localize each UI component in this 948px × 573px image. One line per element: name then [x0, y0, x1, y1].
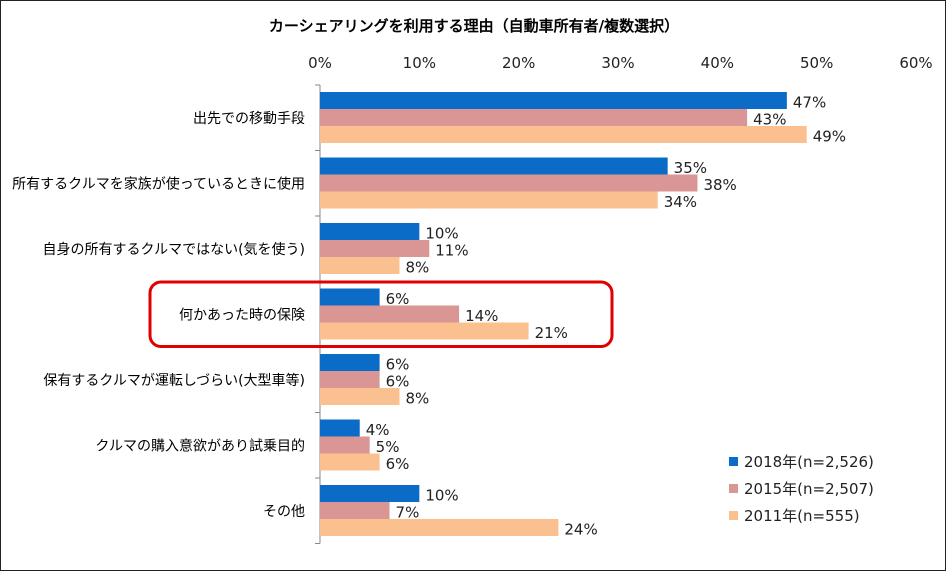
- data-label: 47%: [793, 94, 826, 112]
- category-label: クルマの購入意欲があり試乗目的: [95, 437, 305, 454]
- data-label: 43%: [753, 111, 786, 129]
- bar: [320, 354, 380, 371]
- data-label: 34%: [664, 193, 697, 211]
- bar: [320, 436, 370, 454]
- x-axis-ticks: 0% 10% 20% 30% 40% 50% 60%: [308, 54, 933, 72]
- bar: [320, 92, 787, 109]
- bar: [320, 502, 390, 519]
- data-label: 14%: [465, 307, 498, 325]
- data-label: 6%: [386, 455, 410, 473]
- legend-swatch: [729, 457, 738, 466]
- bar: [320, 126, 807, 143]
- category-label: 保有するクルマが運転しづらい(大型車等): [43, 372, 305, 389]
- data-label: 6%: [386, 373, 410, 391]
- legend-label: 2015年(n=2,507): [744, 480, 874, 498]
- data-label: 6%: [386, 356, 410, 374]
- data-label: 6%: [386, 290, 410, 308]
- data-label: 8%: [405, 259, 429, 277]
- bar: [320, 223, 420, 240]
- data-label: 10%: [425, 225, 458, 243]
- legend: 2018年(n=2,526) 2015年(n=2,507) 2011年(n=555): [729, 453, 874, 525]
- bar: [320, 388, 400, 405]
- category-label: その他: [263, 504, 305, 520]
- bar: [320, 485, 420, 502]
- data-label: 10%: [425, 487, 458, 505]
- bar: [320, 453, 380, 471]
- data-label: 49%: [813, 128, 846, 146]
- bar: [320, 322, 529, 340]
- x-tick-label: 30%: [601, 54, 634, 72]
- x-tick-label: 50%: [800, 54, 833, 72]
- bar: [320, 157, 668, 175]
- bar: [320, 240, 430, 257]
- bar: [320, 257, 400, 274]
- data-label: 11%: [435, 242, 468, 260]
- bar-series: 47%43%49%35%38%34%10%11%8%6%14%21%6%6%8%…: [320, 92, 846, 539]
- data-label: 5%: [376, 438, 400, 456]
- highlight-box: [148, 280, 614, 348]
- data-label: 4%: [366, 421, 390, 439]
- legend-label: 2011年(n=555): [744, 507, 860, 525]
- x-tick-label: 40%: [701, 54, 734, 72]
- bar: [320, 419, 360, 437]
- x-tick-label: 60%: [899, 54, 932, 72]
- category-labels: 出先での移動手段所有するクルマを家族が使っているときに使用自身の所有するクルマで…: [12, 111, 305, 520]
- data-label: 7%: [396, 504, 420, 522]
- legend-swatch: [729, 484, 738, 493]
- data-label: 24%: [564, 521, 597, 539]
- bar: [320, 305, 460, 323]
- bar: [320, 519, 559, 536]
- category-label: 出先での移動手段: [193, 111, 305, 127]
- bar: [320, 191, 658, 209]
- bar: [320, 109, 748, 126]
- bar: [320, 174, 698, 192]
- category-label: 所有するクルマを家族が使っているときに使用: [12, 175, 305, 192]
- x-tick-label: 10%: [403, 54, 436, 72]
- bar: [320, 288, 380, 306]
- x-tick-label: 0%: [308, 54, 332, 72]
- highlight-group: [148, 280, 614, 348]
- category-label: 何かあった時の保険: [179, 307, 305, 323]
- data-label: 21%: [535, 324, 568, 342]
- data-label: 8%: [405, 390, 429, 408]
- data-label: 35%: [674, 159, 707, 177]
- legend-label: 2018年(n=2,526): [744, 453, 874, 471]
- y-axis: [315, 84, 321, 544]
- category-label: 自身の所有するクルマではない(気を使う): [42, 241, 305, 258]
- data-label: 38%: [703, 176, 736, 194]
- legend-swatch: [729, 511, 738, 520]
- bar: [320, 371, 380, 388]
- chart-title: カーシェアリングを利用する理由（自動車所有者/複数選択）: [269, 17, 679, 35]
- x-tick-label: 20%: [502, 54, 535, 72]
